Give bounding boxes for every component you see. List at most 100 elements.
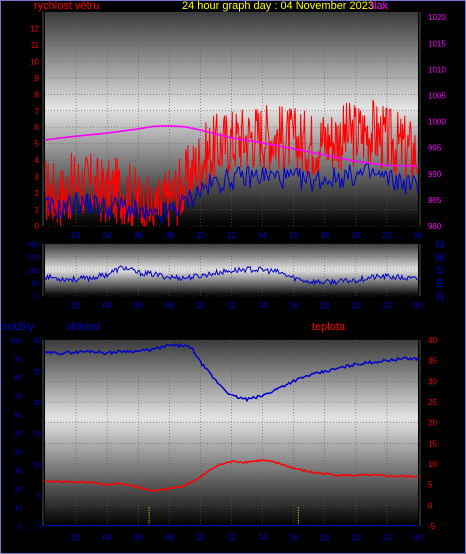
data-marks <box>44 99 419 526</box>
compass-label: N <box>436 291 444 303</box>
pressure-axis-tick-label: 1005 <box>428 92 446 101</box>
x-axis-tick-label: 06 <box>134 231 143 240</box>
humidity-axis-tick-label: 70 <box>14 394 22 401</box>
humidity-axis-tick-label: 50 <box>14 431 22 438</box>
direction-series-line <box>44 265 419 287</box>
x-axis-tick-label: 08 <box>165 231 174 240</box>
pressure-axis-tick-label: 1000 <box>428 118 446 127</box>
x-axis-tick-label: 16 <box>289 301 298 310</box>
temperature-axis-tick-label: -5 <box>428 522 436 531</box>
humidity-axis-tick-label: 40 <box>14 450 22 457</box>
axes: 0123456789101112980985990995100010051010… <box>10 12 446 542</box>
direction-axis-tick-label: 90 <box>31 281 39 288</box>
humidity-axis-tick-label: 100 <box>10 338 22 345</box>
x-axis-tick-label: 20 <box>351 301 360 310</box>
pressure-series-line <box>44 124 419 167</box>
x-axis-tick-label: 08 <box>165 533 174 542</box>
temperature-axis-tick-label: 20 <box>428 419 437 428</box>
rain-axis-tick-label: 10 <box>33 462 41 469</box>
x-axis-tick-label: 00 <box>414 533 423 542</box>
wind-axis-tick-label: 7 <box>35 107 40 116</box>
x-axis-tick-label: 22 <box>382 301 391 310</box>
humidity-axis-tick-label: 20 <box>14 487 22 494</box>
x-axis-tick-label: 02 <box>72 533 81 542</box>
label-pressure: tlak <box>371 0 389 12</box>
label-wind: rychlost větru <box>34 0 99 12</box>
x-axis-tick-label: 12 <box>227 231 236 240</box>
wind-axis-tick-label: 0 <box>35 222 40 231</box>
pressure-axis-tick-label: 1020 <box>428 13 446 22</box>
rain-axis-tick-label: 20 <box>33 400 41 407</box>
x-axis-tick-label: 20 <box>351 231 360 240</box>
humidity-axis-tick-label: 90 <box>14 357 22 364</box>
pressure-axis-tick-label: 980 <box>428 222 442 231</box>
pressure-axis-tick-label: 1010 <box>428 65 446 74</box>
temperature-series-line <box>44 458 419 493</box>
label-rain: srážky <box>2 321 34 333</box>
compass-label: S <box>436 265 443 277</box>
direction-axis-tick-label: 180 <box>27 268 39 275</box>
humidity-axis-tick-label: 80 <box>14 375 22 382</box>
humidity-axis-tick-label: 10 <box>14 505 22 512</box>
wind-axis-tick-label: 4 <box>35 156 40 165</box>
label-humidity: vlhkost <box>66 321 100 333</box>
pressure-axis-tick-label: 1015 <box>428 39 446 48</box>
wind-axis-tick-label: 8 <box>35 90 40 99</box>
pressure-axis-tick-label: 995 <box>428 144 442 153</box>
x-axis-tick-label: 06 <box>134 533 143 542</box>
x-axis-tick-label: 06 <box>134 301 143 310</box>
compass-label: E <box>436 278 443 290</box>
x-axis-tick-label: 10 <box>196 231 205 240</box>
x-axis-tick-label: 16 <box>289 533 298 542</box>
wind-axis-tick-label: 10 <box>30 57 39 66</box>
humidity-axis-tick-label: 0 <box>18 524 22 531</box>
temperature-axis-tick-label: 30 <box>428 377 437 386</box>
direction-axis-tick-label: 0 <box>35 294 39 301</box>
x-axis-tick-label: 10 <box>196 301 205 310</box>
compass-label: N <box>436 239 444 251</box>
temperature-axis-tick-label: 40 <box>428 336 437 345</box>
direction-axis-tick-label: 270 <box>27 255 39 262</box>
temperature-axis-tick-label: 10 <box>428 460 437 469</box>
x-axis-tick-label: 16 <box>289 231 298 240</box>
x-axis-tick-label: 20 <box>351 533 360 542</box>
wind-axis-tick-label: 6 <box>35 123 40 132</box>
title: 24 hour graph day : 04 November 2023 <box>182 0 374 12</box>
x-axis-tick-label: 00 <box>414 301 423 310</box>
wind-axis-tick-label: 9 <box>35 74 40 83</box>
rain-axis-tick-label: 15 <box>33 431 41 438</box>
temperature-axis-tick-label: 15 <box>428 439 437 448</box>
temperature-axis-tick-label: 35 <box>428 357 437 366</box>
temperature-axis-tick-label: 5 <box>428 481 433 490</box>
pressure-axis-tick-label: 985 <box>428 196 442 205</box>
x-axis-tick-label: 14 <box>258 533 267 542</box>
x-axis-tick-label: 02 <box>72 231 81 240</box>
rain-axis-tick-label: 25 <box>33 369 41 376</box>
rain-axis-tick-label: 30 <box>33 338 41 345</box>
wind-axis-tick-label: 11 <box>31 41 40 50</box>
x-axis-tick-label: 08 <box>165 301 174 310</box>
x-axis-tick-label: 14 <box>258 231 267 240</box>
x-axis-tick-label: 04 <box>103 301 112 310</box>
x-axis-tick-label: 12 <box>227 301 236 310</box>
x-axis-tick-label: 14 <box>258 301 267 310</box>
x-axis-tick-label: 18 <box>320 533 329 542</box>
humidity-axis-tick-label: 60 <box>14 412 22 419</box>
direction-axis-tick-label: 360 <box>27 242 39 249</box>
x-axis-tick-label: 00 <box>414 231 423 240</box>
rain-axis-tick-label: 0 <box>37 524 41 531</box>
temperature-axis-tick-label: 25 <box>428 398 437 407</box>
x-axis-tick-label: 02 <box>72 301 81 310</box>
temperature-axis-tick-label: 0 <box>428 501 433 510</box>
humidity-axis-tick-label: 30 <box>14 468 22 475</box>
x-axis-tick-label: 22 <box>382 533 391 542</box>
wind-axis-tick-label: 12 <box>30 24 39 33</box>
pressure-axis-tick-label: 990 <box>428 170 442 179</box>
x-axis-tick-label: 04 <box>103 533 112 542</box>
wind-axis-tick-label: 3 <box>35 173 40 182</box>
x-axis-tick-label: 04 <box>103 231 112 240</box>
humidity-series-line <box>44 343 419 403</box>
label-temp: teplota <box>312 321 346 333</box>
wind-axis-tick-label: 5 <box>35 140 40 149</box>
x-axis-tick-label: 18 <box>320 231 329 240</box>
